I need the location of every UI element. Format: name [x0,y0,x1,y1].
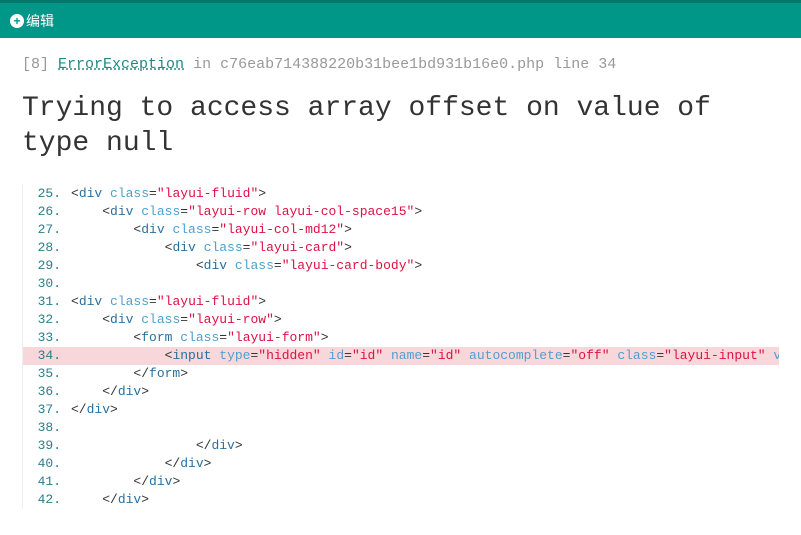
code-line: 40 </div> [23,455,779,473]
error-code: [8] [22,56,49,73]
code-line: 41 </div> [23,473,779,491]
code-line: 34 <input type="hidden" id="id" name="id… [23,347,779,365]
code-line: 38 [23,419,779,437]
line-number: 40 [23,455,65,473]
edit-button[interactable]: + 编辑 [10,11,54,31]
code-line: 39 </div> [23,437,779,455]
code-line: 25<div class="layui-fluid"> [23,185,779,203]
code-line: 31<div class="layui-fluid"> [23,293,779,311]
error-message: Trying to access array offset on value o… [22,91,779,161]
code-line: 33 <form class="layui-form"> [23,329,779,347]
topbar: + 编辑 [0,0,801,38]
code-line: 29 <div class="layui-card-body"> [23,257,779,275]
code-content: <div class="layui-card"> [65,239,779,257]
error-meta: [8] ErrorException in c76eab714388220b31… [22,56,779,73]
in-label: in [193,56,211,73]
line-number: 27 [23,221,65,239]
line-number: 41 [23,473,65,491]
line-number: 26 [23,203,65,221]
code-line: 28 <div class="layui-card"> [23,239,779,257]
code-content: </div> [65,437,779,455]
code-line: 27 <div class="layui-col-md12"> [23,221,779,239]
code-line: 26 <div class="layui-row layui-col-space… [23,203,779,221]
code-content: <div class="layui-fluid"> [65,293,779,311]
line-number: 32 [23,311,65,329]
edit-button-label: 编辑 [26,11,54,31]
code-line: 32 <div class="layui-row"> [23,311,779,329]
line-number: 25 [23,185,65,203]
line-number: 38 [23,419,65,437]
line-number: 39 [23,437,65,455]
line-number: 33 [23,329,65,347]
line-label: line [553,56,589,73]
code-content: <div class="layui-fluid"> [65,185,779,203]
code-content: <div class="layui-row layui-col-space15"… [65,203,779,221]
line-number: 28 [23,239,65,257]
exception-link[interactable]: ErrorException [58,56,184,73]
error-file: c76eab714388220b31bee1bd931b16e0.php [220,56,544,73]
code-content: <div class="layui-col-md12"> [65,221,779,239]
error-page: [8] ErrorException in c76eab714388220b31… [0,38,801,509]
line-number: 35 [23,365,65,383]
line-number: 42 [23,491,65,509]
line-number: 29 [23,257,65,275]
code-line: 37</div> [23,401,779,419]
code-content: </div> [65,455,779,473]
line-number: 30 [23,275,65,293]
line-number: 31 [23,293,65,311]
code-content: <div class="layui-row"> [65,311,779,329]
code-line: 35 </form> [23,365,779,383]
code-line: 36 </div> [23,383,779,401]
plus-icon: + [10,14,24,28]
code-line: 42 </div> [23,491,779,509]
line-number: 34 [23,347,65,365]
code-block: 25<div class="layui-fluid">26 <div class… [22,185,779,509]
code-line: 30 [23,275,779,293]
code-content: <div class="layui-card-body"> [65,257,779,275]
code-content: </div> [65,491,779,509]
code-content: <input type="hidden" id="id" name="id" a… [65,347,779,365]
code-content: </form> [65,365,779,383]
line-number: 36 [23,383,65,401]
code-content: <form class="layui-form"> [65,329,779,347]
error-line: 34 [598,56,616,73]
code-content: </div> [65,383,779,401]
line-number: 37 [23,401,65,419]
code-content: </div> [65,401,779,419]
code-content: </div> [65,473,779,491]
